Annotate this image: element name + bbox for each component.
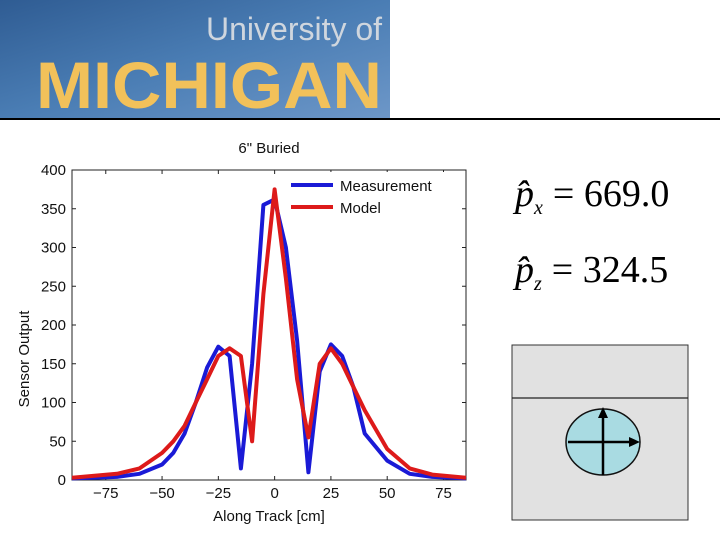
university-logo-banner: University of MICHIGAN <box>0 0 390 118</box>
equation-px-symbol: p̂ <box>515 173 534 215</box>
y-tick-label: 300 <box>41 240 66 257</box>
x-arrow-head <box>629 437 640 447</box>
equation-px-subscript: x <box>534 197 543 219</box>
x-tick-label: 75 <box>435 485 452 502</box>
y-tick-label: 100 <box>41 395 66 412</box>
buried-object-circle <box>565 408 641 476</box>
y-tick-label: 200 <box>41 317 66 334</box>
header-rule <box>0 118 720 120</box>
equation-pz-symbol: p̂ <box>515 249 534 291</box>
y-tick-label: 350 <box>41 201 66 218</box>
y-tick-label: 0 <box>58 472 66 489</box>
y-axis-label: Sensor Output <box>16 310 33 408</box>
x-tick-label: −50 <box>149 485 174 502</box>
legend-label-model: Model <box>340 200 381 217</box>
series-line-model <box>71 187 467 480</box>
x-axis-ticks: −75 −50 −25 0 25 50 75 <box>93 170 452 502</box>
x-tick-label: 25 <box>323 485 340 502</box>
series-line-measurement <box>71 197 467 481</box>
y-tick-label: 250 <box>41 278 66 295</box>
y-axis-ticks: 0 50 100 150 200 250 300 350 400 <box>41 162 466 489</box>
equation-px-value: = 669.0 <box>552 173 670 215</box>
banner-graphic: University of MICHIGAN <box>0 0 390 118</box>
x-tick-label: 50 <box>379 485 396 502</box>
x-tick-label: 0 <box>270 485 278 502</box>
ground-box <box>511 344 689 521</box>
sensor-output-chart: 0 50 100 150 200 250 300 350 400 −75 −50 −25 0 25 50 7… <box>16 140 467 525</box>
equation-pz-value: = 324.5 <box>551 249 669 291</box>
legend-label-measurement: Measurement <box>340 178 433 195</box>
chart-title: 6" Buried <box>238 140 299 157</box>
legend-box <box>286 172 462 219</box>
y-tick-label: 400 <box>41 162 66 179</box>
banner-line1: University of <box>206 11 382 47</box>
equation-pz: p̂z = 324.5 <box>515 248 669 295</box>
x-tick-label: −75 <box>93 485 118 502</box>
y-tick-label: 150 <box>41 356 66 373</box>
banner-line2: MICHIGAN <box>36 48 382 118</box>
x-axis-label: Along Track [cm] <box>213 508 325 525</box>
legend: Measurement Model <box>286 172 462 219</box>
equation-px: p̂x = 669.0 <box>515 172 670 219</box>
x-tick-label: −25 <box>206 485 231 502</box>
series-lines <box>71 187 467 481</box>
z-arrow-head <box>598 407 608 418</box>
y-tick-label: 50 <box>49 433 66 450</box>
equation-pz-subscript: z <box>534 273 542 295</box>
